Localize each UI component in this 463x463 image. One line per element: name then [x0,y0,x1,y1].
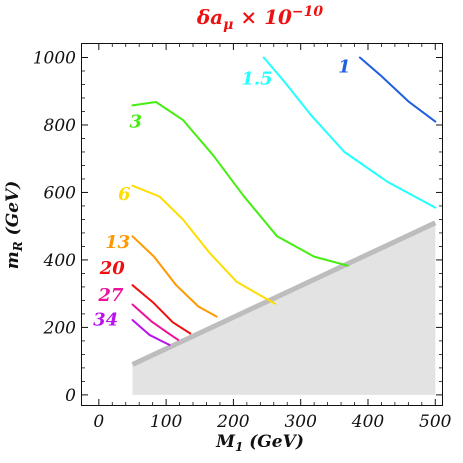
contour-line-27 [131,303,180,341]
contour-label-1: 1 [338,57,351,78]
contour-line-13 [131,235,218,318]
y-tick-label: 200 [43,318,77,338]
y-tick-label: 600 [44,183,77,203]
excluded-region-edge [131,220,437,367]
contour-line-20 [131,284,192,335]
contour-label-34: 34 [93,309,118,330]
y-tick-label: 0 [65,386,76,406]
plot-frame [81,43,443,406]
y-tick-label: 800 [44,116,77,136]
contour-line-1-5 [262,56,437,209]
contour-label-1-5: 1.5 [241,69,272,90]
y-tick-label: 1000 [33,48,76,68]
contour-line-34 [131,319,171,346]
contour-line-6 [131,184,277,305]
chart-title: δaμ × 10−10 [196,4,324,33]
x-tick-label: 100 [150,412,183,432]
contour-label-13: 13 [105,232,130,253]
contour-label-3: 3 [130,111,143,132]
x-tick-label: 200 [216,412,250,432]
x-tick-label: 400 [351,412,385,432]
contour-label-27: 27 [97,285,124,306]
x-tick-label: 500 [419,412,452,432]
x-axis-title: M1 (GeV) [215,432,304,454]
x-tick-label: 0 [93,412,104,432]
y-tick-label: 400 [43,251,77,271]
contour-line-3 [131,101,349,267]
y-axis-title: mR (GeV) [3,181,25,270]
excluded-region [132,222,436,395]
contour-label-6: 6 [118,184,131,205]
contour-line-1 [358,56,437,123]
contour-label-20: 20 [99,258,126,279]
x-tick-label: 300 [284,412,317,432]
